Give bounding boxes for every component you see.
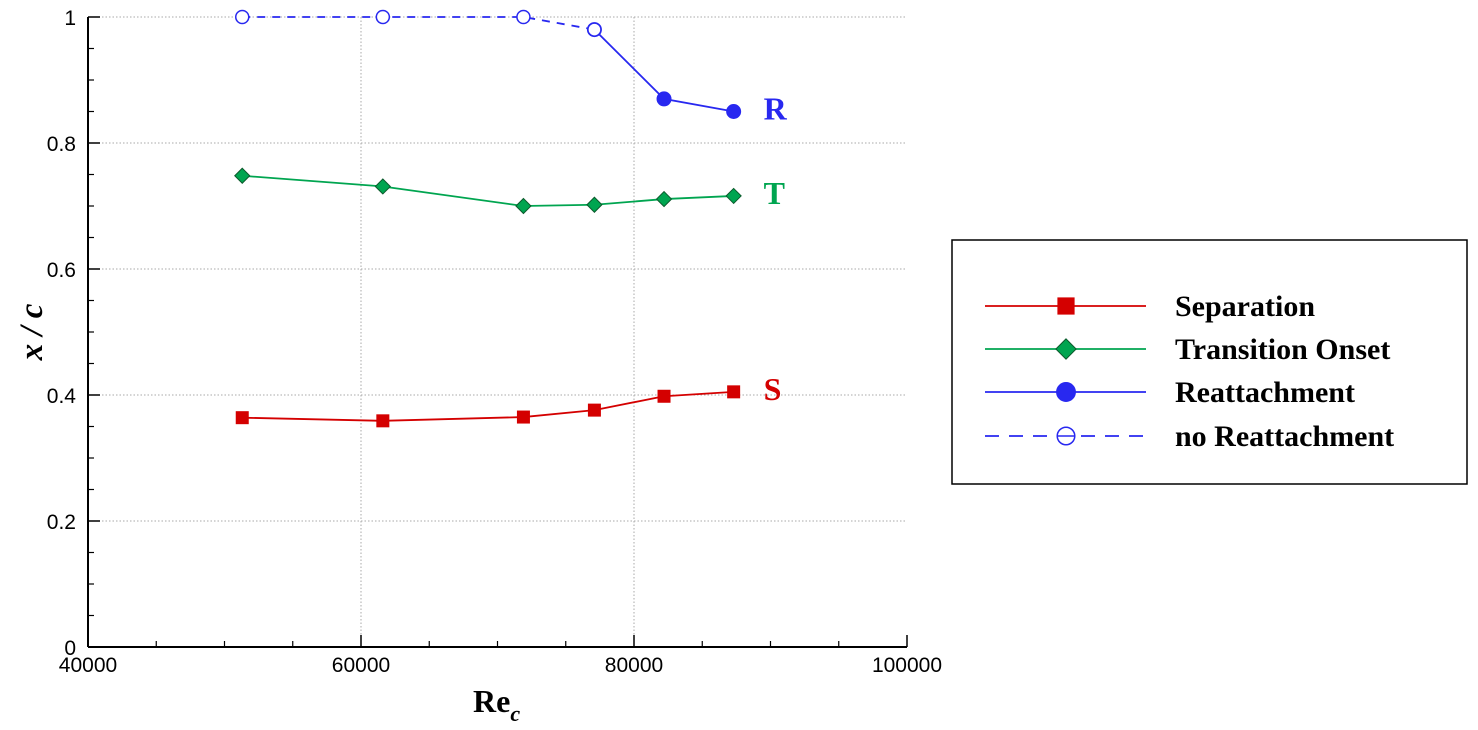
y-axis-ticks: 0 0.2 0.4 0.6 0.8 1 (47, 7, 100, 660)
curve-labels: S T R (764, 91, 788, 407)
x-tick-label: 100000 (872, 654, 942, 677)
legend: Separation Transition Onset Reattachment no… (951, 239, 1468, 485)
data-series (234, 9, 742, 428)
open-circle-ring (375, 9, 391, 25)
x-axis-title: Rec (473, 683, 520, 726)
open-circle-marker (1056, 426, 1076, 446)
y-tick-label: 1 (64, 7, 76, 30)
x-axis-ticks: 40000 60000 80000 100000 (59, 635, 942, 677)
legend-label: Separation (1175, 290, 1315, 323)
open-circle-ring (234, 9, 250, 25)
legend-box (951, 239, 1468, 485)
square-marker (376, 414, 390, 428)
open-circle-marker (234, 9, 250, 25)
y-axis-title: x / c (14, 303, 50, 361)
legend-label: no Reattachment (1175, 420, 1394, 453)
square-marker (516, 410, 530, 424)
y-tick-label: 0.4 (47, 385, 77, 408)
legend-entry-no-reattachment: no Reattachment (985, 420, 1394, 453)
series-reattachment (586, 22, 742, 119)
series-line (242, 16, 595, 31)
circle-marker (1056, 382, 1076, 402)
open-circle-marker (516, 9, 531, 25)
open-circle-marker (587, 22, 602, 37)
y-tick-label: 0.2 (47, 511, 76, 534)
y-tick-label: 0.6 (47, 259, 76, 282)
square-marker (727, 385, 741, 399)
curve-label-s: S (764, 371, 782, 407)
circle-marker (656, 91, 672, 107)
diamond-marker (725, 187, 742, 205)
diamond-marker (1055, 338, 1077, 360)
square-marker (235, 411, 249, 425)
circle-marker (726, 104, 742, 119)
legend-label: Reattachment (1175, 376, 1355, 409)
diamond-marker (586, 196, 603, 213)
open-circle-ring (587, 22, 602, 37)
legend-label: Transition Onset (1175, 333, 1390, 366)
series-line (242, 390, 734, 422)
legend-entry-reattachment: Reattachment (985, 376, 1355, 409)
y-tick-label: 0.8 (47, 133, 76, 156)
x-tick-label: 40000 (59, 654, 117, 677)
open-circle-ring (516, 9, 531, 25)
square-marker (657, 389, 671, 403)
series-line (242, 174, 734, 207)
diamond-marker (234, 167, 251, 184)
diamond-marker (515, 197, 532, 215)
series-transition-onset (234, 167, 742, 215)
diamond-marker (374, 178, 392, 195)
legend-entry-transition-onset: Transition Onset (985, 333, 1390, 366)
legend-entry-separation: Separation (985, 290, 1315, 323)
grid-lines (88, 16, 907, 647)
square-marker (587, 403, 601, 417)
x-tick-label: 80000 (605, 654, 663, 677)
y-tick-label: 0 (64, 637, 76, 660)
x-axis-title-main: Re (473, 683, 510, 719)
series-separation (235, 385, 741, 428)
diamond-marker (655, 190, 673, 208)
curve-label-r: R (764, 91, 788, 127)
square-marker (1057, 297, 1075, 315)
curve-label-t: T (764, 175, 785, 211)
open-circle-marker (375, 9, 391, 25)
x-axis-title-subscript: c (510, 701, 520, 726)
series-no-reattachment (234, 9, 602, 37)
x-tick-label: 60000 (332, 654, 390, 677)
